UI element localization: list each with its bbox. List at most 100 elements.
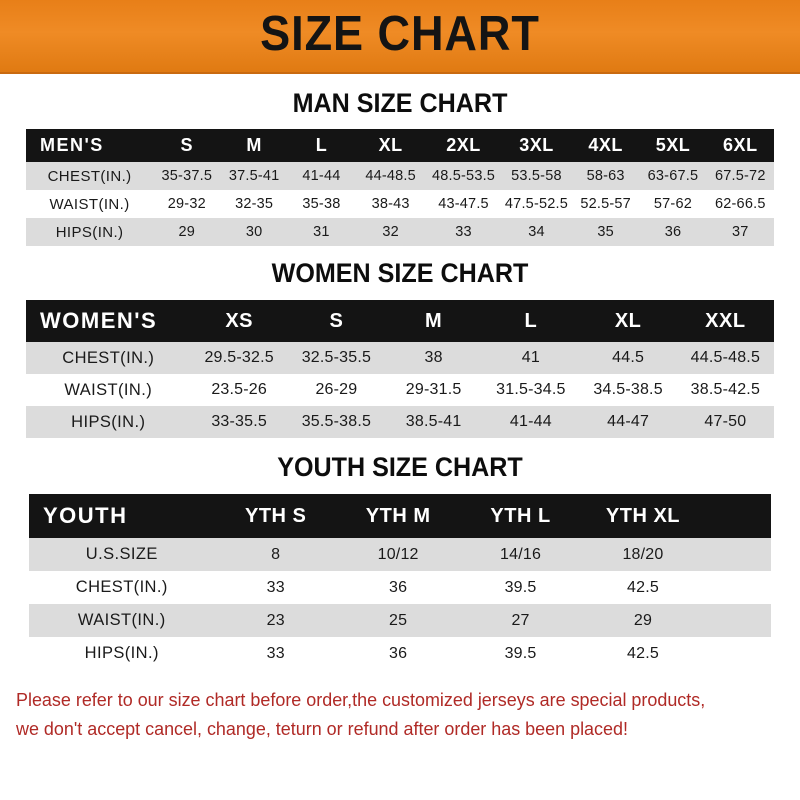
youth-chest-m: 36 — [389, 578, 408, 596]
women-hips-xxl: 47-50 — [704, 413, 747, 430]
women-chest-xxl: 44.5-48.5 — [690, 349, 761, 366]
women-waist-xs: 23.5-26 — [211, 381, 267, 398]
youth-chest-s: 33 — [266, 578, 285, 596]
women-header-label: WOMEN'S — [40, 308, 158, 333]
men-waist-l: 35-38 — [302, 196, 341, 212]
youth-header-row: YOUTH YTH S YTH M YTH L YTH XL — [29, 494, 771, 538]
men-chest-s: 35-37.5 — [161, 168, 213, 184]
men-header-label: MEN'S — [40, 135, 104, 155]
table-row: CHEST(IN.) 29.5-32.5 32.5-35.5 38 41 44.… — [26, 342, 774, 374]
women-header-row: WOMEN'S XS S M L XL XXL — [26, 300, 774, 342]
youth-waist-xl: 29 — [633, 611, 653, 629]
table-row: U.S.SIZE 8 10/12 14/16 18/20 — [29, 538, 771, 571]
youth-ussize-m: 10/12 — [377, 545, 419, 563]
women-chest-xl: 44.5 — [612, 349, 645, 366]
men-header-row: MEN'S S M L XL 2XL 3XL 4XL 5XL 6XL — [26, 129, 774, 162]
men-size-header-5xl: 5XL — [655, 135, 691, 155]
men-row-label-hips: HIPS(IN.) — [55, 223, 124, 241]
youth-section-title: YOUTH SIZE CHART — [277, 452, 523, 482]
youth-size-header-l: YTH L — [490, 504, 551, 527]
youth-waist-l: 27 — [511, 611, 530, 629]
men-size-header-2xl: 2XL — [446, 135, 481, 155]
women-size-header-l: L — [524, 309, 538, 332]
youth-waist-s: 23 — [266, 611, 285, 629]
women-hips-m: 38.5-41 — [405, 413, 462, 430]
youth-row-spacer — [704, 604, 771, 637]
women-size-table-wrapper: WOMEN'S XS S M L XL XXL CHEST(IN.) 29.5-… — [26, 300, 774, 438]
men-size-header-m: M — [246, 135, 262, 155]
men-size-header-4xl: 4XL — [588, 135, 623, 155]
men-chest-xl: 44-48.5 — [365, 168, 416, 184]
men-hips-2xl: 33 — [455, 224, 472, 240]
men-chest-m: 37.5-41 — [228, 168, 280, 184]
youth-header-label: YOUTH — [43, 503, 128, 528]
women-waist-m: 29-31.5 — [405, 381, 462, 398]
page-banner: SIZE CHART — [0, 0, 800, 74]
page-title: SIZE CHART — [260, 6, 540, 61]
women-waist-s: 26-29 — [315, 381, 358, 398]
women-size-header-xl: XL — [614, 309, 642, 332]
youth-hips-m: 36 — [389, 644, 408, 662]
disclaimer: Please refer to our size chart before or… — [16, 686, 761, 743]
women-chest-s: 32.5-35.5 — [301, 349, 372, 366]
youth-hips-l: 39.5 — [504, 644, 537, 662]
disclaimer-line-2: we don't accept cancel, change, teturn o… — [16, 717, 628, 739]
youth-row-label-waist: WAIST(IN.) — [77, 611, 166, 629]
youth-row-spacer — [704, 538, 771, 571]
youth-row-spacer — [704, 571, 771, 604]
youth-ussize-xl: 18/20 — [622, 545, 664, 563]
youth-row-label-us-size: U.S.SIZE — [85, 545, 158, 563]
women-table-body: WOMEN'S XS S M L XL XXL CHEST(IN.) 29.5-… — [26, 300, 774, 438]
men-size-table: MEN'S S M L XL 2XL 3XL 4XL 5XL 6XL CHEST… — [26, 129, 774, 246]
table-row: CHEST(IN.) 33 36 39.5 42.5 — [29, 571, 771, 604]
men-chest-2xl: 48.5-53.5 — [432, 168, 496, 184]
youth-size-table: YOUTH YTH S YTH M YTH L YTH XL U.S.SIZE … — [29, 494, 771, 670]
women-size-header-xs: XS — [225, 309, 253, 332]
women-hips-xs: 33-35.5 — [211, 413, 267, 430]
men-chest-6xl: 67.5-72 — [715, 168, 766, 184]
disclaimer-line-1: Please refer to our size chart before or… — [16, 689, 706, 710]
women-hips-xl: 44-47 — [607, 413, 650, 430]
women-row-label-waist: WAIST(IN.) — [64, 380, 153, 399]
youth-ussize-l: 14/16 — [500, 545, 542, 563]
women-row-label-hips: HIPS(IN.) — [71, 412, 146, 431]
men-waist-5xl: 57-62 — [653, 196, 692, 212]
women-size-header-xxl: XXL — [705, 309, 746, 332]
youth-chest-xl: 42.5 — [627, 578, 659, 596]
youth-table-body: YOUTH YTH S YTH M YTH L YTH XL U.S.SIZE … — [29, 494, 771, 670]
youth-row-label-chest: CHEST(IN.) — [75, 578, 168, 596]
men-hips-5xl: 36 — [664, 224, 682, 240]
men-row-label-chest: CHEST(IN.) — [47, 167, 132, 185]
men-table-body: MEN'S S M L XL 2XL 3XL 4XL 5XL 6XL CHEST… — [26, 129, 774, 246]
men-hips-m: 30 — [245, 224, 263, 240]
women-hips-l: 41-44 — [509, 413, 552, 430]
table-row: WAIST(IN.) 23 25 27 29 — [29, 604, 771, 637]
men-size-header-l: L — [315, 135, 328, 155]
youth-header-spacer — [704, 494, 771, 538]
men-size-table-wrapper: MEN'S S M L XL 2XL 3XL 4XL 5XL 6XL CHEST… — [26, 129, 774, 246]
men-size-header-6xl: 6XL — [723, 135, 758, 155]
men-chest-3xl: 53.5-58 — [511, 168, 562, 184]
men-waist-2xl: 43-47.5 — [438, 196, 489, 212]
men-size-header-s: S — [180, 135, 194, 155]
youth-size-header-xl: YTH XL — [605, 504, 681, 527]
women-chest-m: 38 — [424, 349, 443, 366]
women-waist-xxl: 38.5-42.5 — [690, 381, 761, 398]
men-chest-l: 41-44 — [302, 168, 341, 184]
men-chest-4xl: 58-63 — [586, 168, 625, 184]
women-chest-xs: 29.5-32.5 — [204, 349, 274, 366]
youth-ussize-s: 8 — [271, 545, 281, 563]
men-hips-4xl: 35 — [597, 224, 614, 240]
men-row-label-waist: WAIST(IN.) — [49, 195, 130, 213]
women-waist-l: 31.5-34.5 — [496, 381, 566, 398]
table-row: WAIST(IN.) 29-32 32-35 35-38 38-43 43-47… — [26, 190, 774, 218]
youth-size-table-wrapper: YOUTH YTH S YTH M YTH L YTH XL U.S.SIZE … — [29, 494, 771, 670]
youth-row-label-hips: HIPS(IN.) — [84, 644, 159, 662]
men-hips-s: 29 — [178, 224, 196, 240]
men-waist-xl: 38-43 — [371, 196, 410, 212]
men-waist-s: 29-32 — [167, 196, 206, 212]
men-chest-5xl: 63-67.5 — [647, 168, 699, 184]
women-chest-l: 41 — [521, 349, 540, 366]
table-row: HIPS(IN.) 29 30 31 32 33 34 35 36 37 — [26, 218, 774, 246]
